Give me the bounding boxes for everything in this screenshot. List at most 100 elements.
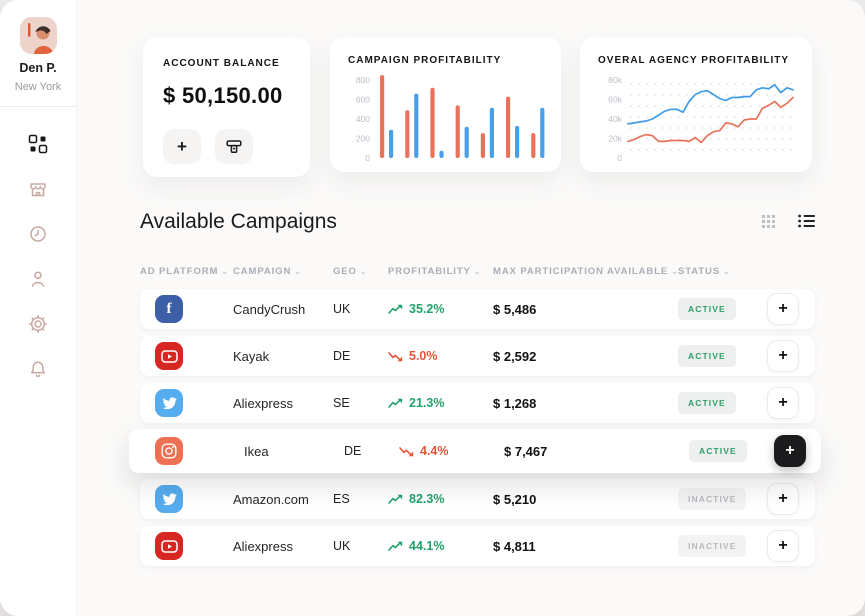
- sidebar-item-settings[interactable]: [0, 301, 76, 346]
- status-badge: ACTIVE: [678, 345, 736, 367]
- trend-down-icon: [388, 351, 403, 362]
- instagram-icon: [155, 437, 183, 465]
- trend-up-icon: [388, 541, 403, 552]
- user-name: Den P.: [19, 61, 57, 75]
- campaign-name: Amazon.com: [233, 491, 309, 507]
- svg-text:20k: 20k: [608, 134, 622, 144]
- max-participation-value: $ 4,811: [493, 538, 536, 554]
- card-withdraw-icon: [226, 139, 242, 153]
- add-campaign-button[interactable]: +: [774, 435, 806, 467]
- add-campaign-button[interactable]: +: [767, 340, 799, 372]
- svg-text:200: 200: [356, 134, 370, 144]
- youtube-icon: [155, 342, 183, 370]
- grid-view-button[interactable]: [762, 214, 775, 228]
- status-badge: ACTIVE: [678, 392, 736, 414]
- add-campaign-button[interactable]: +: [767, 293, 799, 325]
- profitability-value: 35.2%: [409, 302, 445, 316]
- add-campaign-button[interactable]: +: [767, 483, 799, 515]
- column-label: AD PLATFORM: [140, 266, 219, 277]
- geo-value: SE: [333, 396, 350, 410]
- user-profile[interactable]: Den P. New York: [0, 0, 76, 107]
- geo-value: UK: [333, 539, 351, 553]
- sidebar-item-store[interactable]: [0, 166, 76, 211]
- column-header-geo[interactable]: GEO ⌄: [333, 266, 388, 277]
- campaign-name: Aliexpress: [233, 538, 293, 554]
- table-row[interactable]: f CandyCrush UK 35.2% $ 5,486 ACTIVE +: [140, 289, 815, 329]
- svg-text:400: 400: [356, 114, 370, 124]
- campaign-name: CandyCrush: [233, 301, 306, 317]
- max-participation-value: $ 1,268: [493, 395, 537, 411]
- view-toggles: [762, 214, 815, 228]
- table-row[interactable]: Ikea DE 4.4% $ 7,467 ACTIVE +: [129, 429, 821, 473]
- page-title: Available Campaigns: [140, 210, 337, 233]
- column-header-campaign[interactable]: CAMPAIGN ⌄: [233, 266, 333, 277]
- column-label: MAX PARTICIPATION AVAILABLE: [493, 266, 669, 277]
- person-icon: [28, 269, 48, 289]
- max-participation-value: $ 5,210: [493, 491, 537, 507]
- column-label: GEO: [333, 266, 357, 277]
- balance-card-title: ACCOUNT BALANCE: [163, 58, 280, 69]
- campaign-profitability-card: CAMPAIGN PROFITABILITY 0 200 400 600 800: [330, 37, 561, 172]
- sidebar-item-history[interactable]: [0, 211, 76, 256]
- store-icon: [28, 179, 48, 199]
- agency-profitability-card: OVERAL AGENCY PROFITABILITY 0 20k 40k 60k 80…: [580, 37, 812, 172]
- column-header-profitability[interactable]: PROFITABILITY ⌄: [388, 266, 493, 277]
- profitability-value: 44.1%: [409, 539, 445, 553]
- table-row[interactable]: Aliexpress SE 21.3% $ 1,268 ACTIVE +: [140, 383, 815, 423]
- facebook-icon: f: [155, 295, 183, 323]
- table-header-row: AD PLATFORM ⌄ CAMPAIGN ⌄ GEO ⌄ PROFITABILITY ⌄ M…: [140, 266, 815, 277]
- column-label: STATUS: [678, 266, 720, 277]
- sidebar-item-dashboard[interactable]: [0, 121, 76, 166]
- column-label: PROFITABILITY: [388, 266, 471, 277]
- add-campaign-button[interactable]: +: [767, 530, 799, 562]
- max-participation-value: $ 2,592: [493, 348, 537, 364]
- svg-text:80k: 80k: [608, 75, 622, 85]
- add-campaign-button[interactable]: +: [767, 387, 799, 419]
- max-participation-value: $ 7,467: [504, 443, 548, 459]
- profitability-value: 21.3%: [409, 396, 445, 410]
- sidebar-item-profile[interactable]: [0, 256, 76, 301]
- trend-down-icon: [399, 446, 414, 457]
- youtube-icon: [155, 532, 183, 560]
- campaigns-table: f CandyCrush UK 35.2% $ 5,486 ACTIVE + K…: [129, 289, 821, 566]
- table-row[interactable]: Amazon.com ES 82.3% $ 5,210 INACTIVE +: [140, 479, 815, 519]
- column-header-max-participation-available[interactable]: MAX PARTICIPATION AVAILABLE ⌄: [493, 266, 678, 277]
- max-participation-value: $ 5,486: [493, 301, 537, 317]
- add-funds-button[interactable]: +: [163, 129, 201, 164]
- bell-icon: [28, 359, 48, 379]
- sort-icon: ⌄: [359, 267, 368, 276]
- svg-text:40k: 40k: [608, 114, 622, 124]
- gear-icon: [28, 314, 48, 334]
- geo-value: UK: [333, 302, 351, 316]
- svg-text:0: 0: [617, 153, 622, 163]
- list-view-button[interactable]: [798, 214, 815, 228]
- column-header-status[interactable]: STATUS ⌄: [678, 266, 763, 277]
- status-badge: INACTIVE: [678, 535, 747, 557]
- trend-up-icon: [388, 304, 403, 315]
- table-row[interactable]: Aliexpress UK 44.1% $ 4,811 INACTIVE +: [140, 526, 815, 566]
- sort-icon: ⌄: [294, 267, 302, 276]
- sort-icon: ⌄: [473, 267, 482, 276]
- grid-view-icon: [762, 214, 775, 228]
- withdraw-button[interactable]: [215, 129, 253, 164]
- twitter-icon: [155, 389, 183, 417]
- svg-text:60k: 60k: [608, 95, 622, 105]
- table-row[interactable]: Kayak DE 5.0% $ 2,592 ACTIVE +: [140, 336, 815, 376]
- sort-icon: ⌄: [221, 267, 229, 276]
- column-label: CAMPAIGN: [233, 266, 292, 277]
- column-header-ad-platform[interactable]: AD PLATFORM ⌄: [140, 266, 233, 277]
- plus-icon: +: [177, 136, 187, 156]
- svg-text:0: 0: [365, 153, 370, 163]
- sidebar: Den P. New York: [0, 0, 77, 616]
- profitability-value: 82.3%: [409, 492, 445, 506]
- avatar-illustration: [19, 17, 57, 54]
- campaign-name: Ikea: [244, 443, 269, 459]
- user-avatar: [19, 17, 57, 54]
- trend-up-icon: [388, 494, 403, 505]
- user-location: New York: [14, 81, 62, 93]
- balance-amount: $ 50,150.00: [163, 83, 283, 108]
- sidebar-item-notifications[interactable]: [0, 346, 76, 391]
- geo-value: DE: [333, 349, 351, 363]
- list-view-icon: [798, 214, 815, 228]
